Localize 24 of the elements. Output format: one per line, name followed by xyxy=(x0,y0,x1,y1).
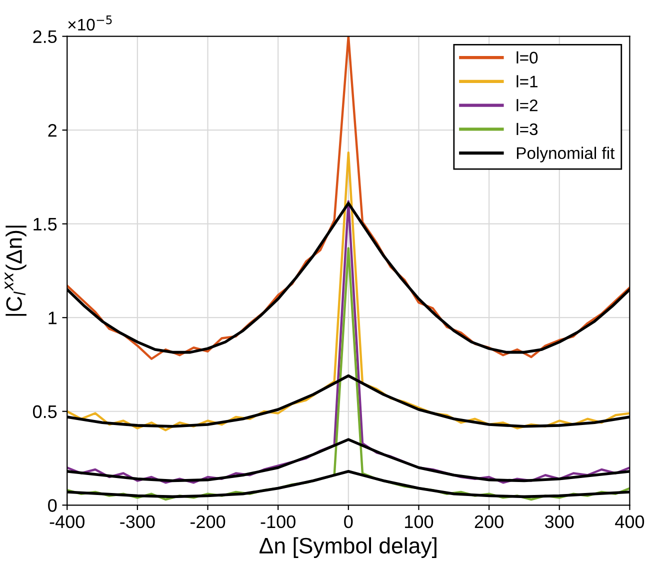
y-tick-label: 1 xyxy=(48,312,57,324)
y-tick-label: 0 xyxy=(48,499,57,512)
x-tick-label: 200 xyxy=(474,515,504,528)
legend-label: Polynomial fit xyxy=(516,146,615,162)
y-tick-label: 0.5 xyxy=(33,405,57,418)
x-tick-label: 300 xyxy=(545,515,574,528)
x-tick-label: 0 xyxy=(344,515,353,528)
x-tick-label: -200 xyxy=(190,515,226,528)
y-tick-label: 1.5 xyxy=(34,218,57,231)
x-axis-title: Δn [Symbol delay] xyxy=(260,537,436,558)
line-series xyxy=(67,200,630,484)
legend-label: l=3 xyxy=(516,122,538,136)
x-tick-label: 400 xyxy=(615,515,644,528)
y-tick-label: 2.5 xyxy=(33,30,57,44)
legend-label: l=1 xyxy=(516,75,538,88)
y-axis-title: |C$_{l}$$^{xx}$(Δn)| xyxy=(4,226,26,316)
x-tick-label: -400 xyxy=(50,515,84,528)
text: ×10$^{−5}$ xyxy=(68,16,112,31)
y-tick-label: 2 xyxy=(48,124,56,137)
x-tick-label: 100 xyxy=(405,515,434,528)
x-tick-label: -100 xyxy=(260,515,296,528)
legend-label: l=0 xyxy=(516,51,538,64)
legend-label: l=2 xyxy=(516,99,538,112)
x-tick-label: -300 xyxy=(120,515,155,528)
